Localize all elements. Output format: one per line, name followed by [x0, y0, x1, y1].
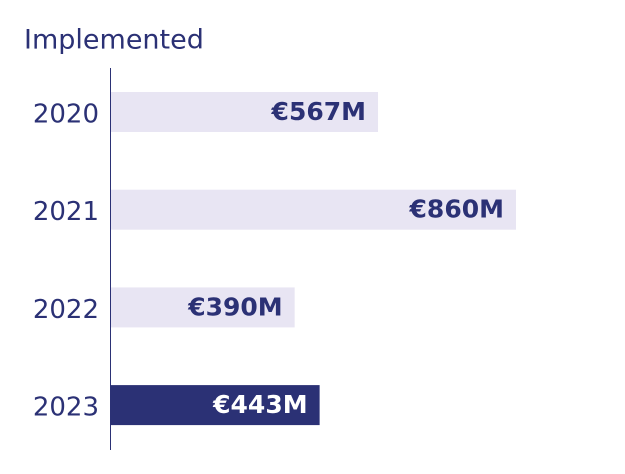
value-label: €390M	[187, 292, 282, 321]
bar	[111, 189, 516, 230]
y-tick-label: 2022	[33, 295, 99, 325]
bar	[111, 287, 295, 328]
bar	[111, 92, 379, 132]
chart-title: Implemented	[24, 25, 204, 56]
value-label: €567M	[271, 97, 366, 126]
value-label: €443M	[212, 390, 307, 419]
bar	[111, 385, 320, 426]
y-tick-label: 2021	[33, 197, 99, 227]
value-label: €860M	[409, 195, 504, 224]
y-tick-label: 2020	[33, 100, 99, 130]
y-tick-label: 2023	[33, 393, 99, 423]
